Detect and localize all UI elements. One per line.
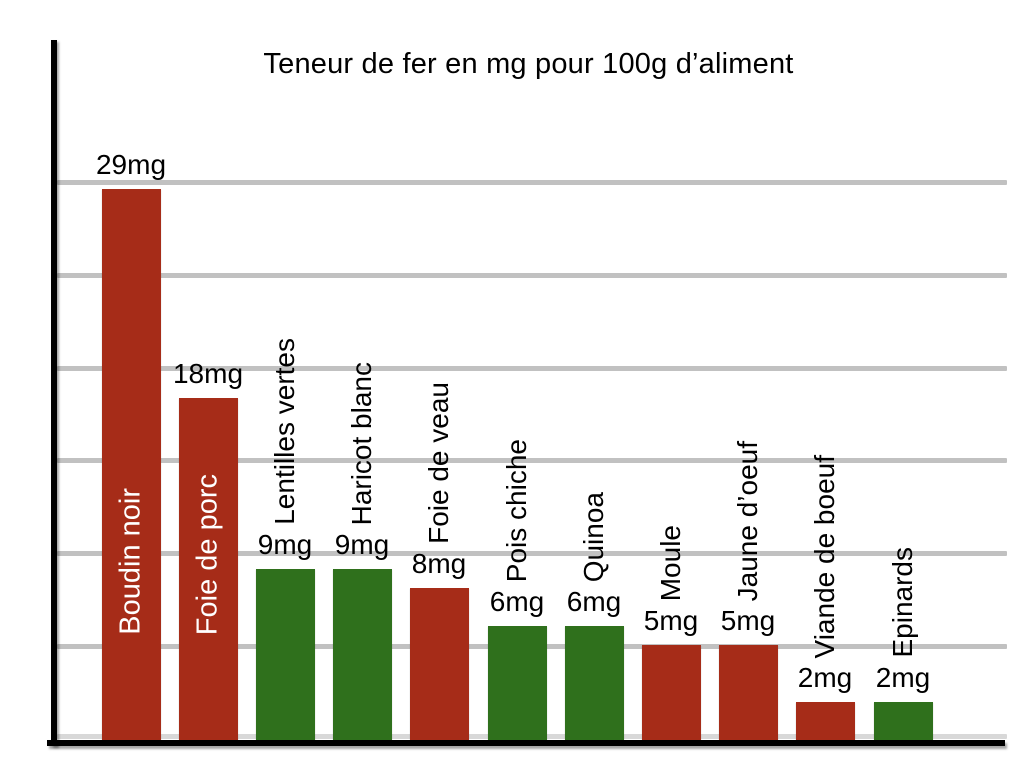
- bar: [564, 626, 624, 740]
- x-axis-line: [47, 740, 1005, 746]
- value-label: 18mg: [172, 358, 244, 389]
- category-label: Jaune d’oeuf: [731, 440, 763, 601]
- bar-column: Jaune d’oeuf 5mg: [709, 40, 787, 740]
- value-label: 5mg: [720, 605, 776, 636]
- category-label: Lentilles vertes: [268, 338, 300, 525]
- category-label: Foie de veau: [422, 382, 454, 544]
- bar-column: 29mg Boudin noir: [92, 40, 170, 740]
- bar: [873, 702, 933, 740]
- category-label: Pois chiche: [500, 438, 532, 582]
- value-label: 8mg: [411, 548, 467, 579]
- bar: [409, 588, 469, 740]
- bar: [332, 569, 392, 740]
- bar-column: 18mg Foie de porc: [169, 40, 247, 740]
- gridline-20mg: [57, 366, 1007, 371]
- value-label: 9mg: [257, 529, 313, 560]
- category-label: Haricot blanc: [345, 361, 377, 525]
- bar-column: Viande de boeuf 2mg: [786, 40, 864, 740]
- category-label: Quinoa: [577, 491, 609, 582]
- value-label: 6mg: [566, 586, 622, 617]
- gridline-15mg: [57, 458, 1007, 463]
- category-label: Viande de boeuf: [808, 454, 840, 658]
- value-label: 5mg: [643, 605, 699, 636]
- value-label: 2mg: [875, 662, 931, 693]
- bar: [101, 189, 161, 740]
- bar: [487, 626, 547, 740]
- category-label: Boudin noir: [114, 488, 147, 635]
- bar: [795, 702, 855, 740]
- value-label: 2mg: [797, 662, 853, 693]
- y-axis-line: [51, 40, 57, 746]
- gridline-30mg: [57, 180, 1007, 185]
- bar: [178, 398, 238, 740]
- bar-column: Lentilles vertes 9mg: [246, 40, 324, 740]
- bar-column: Epinards 2mg: [864, 40, 942, 740]
- category-label: Foie de porc: [191, 473, 224, 635]
- gridline-10mg: [57, 551, 1007, 556]
- category-label: Epinards: [886, 547, 918, 658]
- bar: [255, 569, 315, 740]
- bar-column: Quinoa 6mg: [555, 40, 633, 740]
- bar: [641, 645, 701, 740]
- bar-column: Foie de veau 8mg: [400, 40, 478, 740]
- chart-title: Teneur de fer en mg pour 100g d’aliment: [263, 48, 794, 80]
- value-label: 9mg: [334, 529, 390, 560]
- value-label: 29mg: [95, 149, 167, 180]
- value-label: 6mg: [489, 586, 545, 617]
- category-label: Moule: [654, 524, 686, 601]
- bar-column: Pois chiche 6mg: [478, 40, 556, 740]
- bar-column: Moule 5mg: [632, 40, 710, 740]
- gridline-25mg: [57, 273, 1007, 278]
- bar: [718, 645, 778, 740]
- bar-column: Haricot blanc 9mg: [323, 40, 401, 740]
